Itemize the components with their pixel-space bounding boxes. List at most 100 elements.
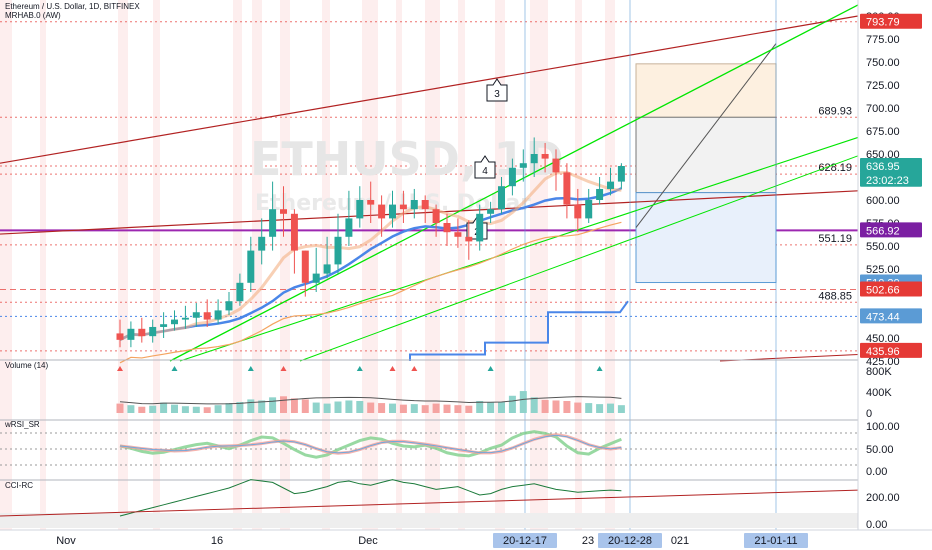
session-band-0: [0, 0, 12, 530]
time-highlight-box-2[interactable]: [744, 533, 808, 548]
candle-body-35[interactable]: [498, 186, 505, 210]
indicator-legend[interactable]: MRHAB.0 (AW): [5, 11, 61, 20]
time-axis[interactable]: Nov 16 Dec 23 021 20-12-17 20-12-28 21-01-11: [56, 533, 808, 548]
price-tag-label-1: 636.95: [866, 161, 900, 173]
candle-body-9[interactable]: [214, 310, 222, 320]
candle-body-4[interactable]: [160, 324, 168, 327]
candle-body-10[interactable]: [225, 301, 233, 311]
volume-bar-18: [312, 402, 320, 413]
candle-body-36[interactable]: [508, 167, 516, 187]
candle-body-43[interactable]: [585, 200, 593, 219]
price-tag-2[interactable]: [860, 171, 922, 187]
session-band-4: [233, 0, 242, 530]
candle-body-2[interactable]: [138, 328, 146, 337]
cci-axis-label-1: 0.00: [866, 519, 887, 531]
candle-body-26[interactable]: [399, 204, 407, 210]
candle-body-25[interactable]: [389, 204, 396, 219]
candle-body-13[interactable]: [258, 236, 266, 251]
candle-body-42[interactable]: [574, 204, 582, 219]
volume-bar-16: [290, 398, 298, 413]
candle-body-3[interactable]: [149, 326, 157, 337]
wrsi-axis-label-0: 100.00: [866, 421, 900, 433]
candle-body-0[interactable]: [116, 333, 124, 340]
candle-body-5[interactable]: [171, 319, 178, 325]
price-panel[interactable]: 689.93 628.19 551.19 488.85: [0, 21, 858, 352]
candle-body-6[interactable]: [181, 317, 189, 320]
candle-body-28[interactable]: [421, 200, 429, 210]
candle-body-14[interactable]: [269, 209, 277, 237]
price-tag-6[interactable]: [860, 308, 922, 324]
candlestick-series[interactable]: [116, 137, 625, 348]
green-trendline-lower: [299, 155, 859, 362]
price-tick-label-3: 725.00: [866, 80, 900, 92]
candle-body-27[interactable]: [410, 200, 418, 210]
symbol-legend[interactable]: Ethereum / U.S. Dollar, 1D, BITFINEX: [5, 2, 140, 11]
cci-panel[interactable]: [0, 479, 859, 528]
volume-bar-38: [530, 397, 538, 413]
fib-level-label-0: 689.93: [818, 105, 852, 117]
volume-bar-45: [607, 403, 614, 413]
price-axis-background: [858, 0, 932, 530]
candle-body-30[interactable]: [443, 223, 451, 233]
time-highlight-box-0[interactable]: [493, 533, 557, 548]
price-tag-0[interactable]: [860, 13, 922, 29]
cci-band: [0, 513, 858, 528]
candle-body-29[interactable]: [432, 209, 440, 223]
volume-signal-marker-5: [389, 366, 396, 371]
cci-panel-title[interactable]: CCI-RC: [5, 481, 33, 490]
volume-bar-14: [269, 397, 277, 413]
candle-body-23[interactable]: [367, 200, 375, 205]
candle-body-37[interactable]: [519, 163, 527, 168]
volume-panel-title[interactable]: Volume (14): [5, 361, 48, 370]
price-tick-label-2: 750.00: [866, 57, 900, 69]
price-axis[interactable]: 800.00775.00750.00725.00700.00675.00650.…: [860, 11, 922, 368]
candle-body-24[interactable]: [378, 204, 386, 219]
red-channel-upper: [0, 15, 859, 164]
candle-body-33[interactable]: [476, 213, 484, 242]
candle-body-17[interactable]: [301, 250, 309, 283]
candle-body-32[interactable]: [465, 236, 473, 242]
price-tag-1[interactable]: [860, 158, 922, 174]
candle-body-7[interactable]: [192, 312, 200, 318]
volume-bar-31: [454, 405, 462, 413]
candle-body-34[interactable]: [487, 209, 495, 214]
candle-body-12[interactable]: [247, 250, 255, 283]
volume-bar-6: [181, 406, 189, 413]
candle-body-39[interactable]: [541, 154, 549, 159]
price-tag-5[interactable]: [860, 281, 922, 297]
candle-body-44[interactable]: [596, 188, 604, 200]
candle-body-38[interactable]: [530, 154, 538, 164]
candle-body-22[interactable]: [356, 200, 364, 219]
candle-body-16[interactable]: [290, 213, 298, 251]
candle-body-15[interactable]: [280, 209, 287, 214]
candle-body-40[interactable]: [552, 158, 560, 173]
wrsi-panel-title[interactable]: wRSI_SR: [4, 420, 40, 429]
wrsi-signal-line: [119, 434, 622, 454]
candle-body-31[interactable]: [454, 232, 462, 237]
price-tag-7[interactable]: [860, 342, 922, 358]
candle-body-19[interactable]: [323, 264, 331, 274]
volume-bar-2: [138, 406, 146, 413]
price-tag-3[interactable]: [860, 222, 922, 238]
time-axis-label-1: 16: [211, 535, 223, 547]
time-axis-background: [0, 530, 932, 550]
volume-bar-24: [378, 403, 386, 413]
candle-body-8[interactable]: [203, 312, 211, 320]
candle-body-21[interactable]: [345, 218, 353, 237]
volume-bar-11: [236, 402, 244, 413]
wrsi-panel[interactable]: [0, 419, 858, 466]
candle-body-46[interactable]: [617, 166, 625, 182]
candle-body-41[interactable]: [563, 172, 571, 205]
candle-body-18[interactable]: [312, 273, 320, 283]
candle-body-20[interactable]: [334, 236, 342, 265]
session-band-11: [458, 0, 465, 530]
volume-axis-label-0: 800K: [866, 366, 892, 378]
candle-body-45[interactable]: [607, 181, 614, 189]
volume-bar-23: [367, 402, 375, 413]
volume-panel[interactable]: [0, 359, 858, 413]
candle-body-1[interactable]: [127, 328, 135, 340]
time-highlight-box-1[interactable]: [598, 533, 662, 548]
candle-body-11[interactable]: [236, 282, 244, 302]
fib-level-label-3: 488.85: [818, 290, 852, 302]
